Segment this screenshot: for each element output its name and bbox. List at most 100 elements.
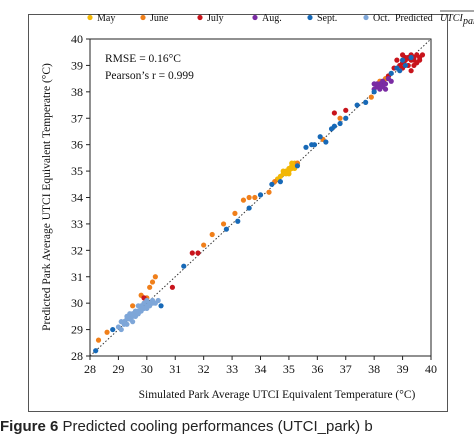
x-tick-label: 38 xyxy=(368,362,380,376)
y-tick-label: 39 xyxy=(71,58,83,72)
data-point-sept xyxy=(317,134,323,140)
data-point-sept xyxy=(269,181,275,187)
data-point-oct xyxy=(124,313,130,319)
data-point-oct xyxy=(130,319,136,325)
data-point-july xyxy=(419,52,426,58)
data-point-june xyxy=(368,94,374,100)
figure-caption: Figure 6 Predicted cooling performances … xyxy=(0,418,474,439)
data-point-july xyxy=(417,57,423,63)
rmse-annotation: RMSE = 0.16°C xyxy=(105,53,181,65)
x-tick-label: 36 xyxy=(311,362,323,376)
data-point-sept xyxy=(294,163,301,169)
data-point-sept xyxy=(363,99,369,105)
data-point-sept xyxy=(388,70,394,76)
legend-label-may: May xyxy=(97,13,115,24)
data-point-june xyxy=(130,303,136,309)
data-point-sept xyxy=(246,205,252,211)
x-tick-label: 34 xyxy=(255,362,267,376)
data-point-june xyxy=(266,189,272,195)
data-point-july xyxy=(399,52,406,58)
data-point-june xyxy=(252,194,258,201)
pearson-annotation: Pearson’s r = 0.999 xyxy=(105,70,194,82)
data-point-sept xyxy=(158,303,164,309)
y-tick-label: 31 xyxy=(71,270,83,284)
data-point-sept xyxy=(371,89,377,95)
data-point-june xyxy=(152,274,158,280)
data-point-june xyxy=(201,242,207,248)
legend-label-july: July xyxy=(207,13,224,24)
data-point-sept xyxy=(408,54,414,61)
data-point-june xyxy=(149,279,156,285)
y-tick-label: 34 xyxy=(71,191,83,205)
legend-marker-july xyxy=(197,14,203,21)
data-point-sept xyxy=(303,144,309,150)
data-point-sept xyxy=(394,65,400,71)
data-point-oct xyxy=(144,305,150,312)
data-point-june xyxy=(209,231,215,238)
data-point-oct xyxy=(155,297,161,304)
data-point-oct xyxy=(138,303,144,309)
data-point-june xyxy=(147,284,153,290)
data-point-aug xyxy=(377,86,383,92)
data-point-sept xyxy=(337,120,343,127)
data-point-aug xyxy=(388,78,394,84)
legend-predicted-label: Predicted xyxy=(395,13,433,24)
x-tick-label: 37 xyxy=(340,362,352,376)
data-point-aug xyxy=(380,78,386,84)
legend-utci-subscript: park xyxy=(462,16,474,27)
y-tick-label: 33 xyxy=(71,217,83,231)
x-tick-label: 31 xyxy=(169,362,181,376)
data-point-july xyxy=(189,250,195,256)
data-point-july xyxy=(195,250,201,256)
y-tick-label: 40 xyxy=(71,32,83,46)
y-tick-label: 35 xyxy=(71,164,83,178)
data-point-sept xyxy=(309,142,315,148)
data-point-sept xyxy=(354,102,360,108)
axes-layer xyxy=(86,38,432,360)
y-tick-label: 32 xyxy=(71,243,83,257)
legend-marker-may xyxy=(87,14,93,21)
data-point-july xyxy=(343,107,349,113)
y-tick-label: 36 xyxy=(71,138,83,152)
x-tick-label: 39 xyxy=(397,362,409,376)
data-point-june xyxy=(337,115,343,121)
data-point-oct xyxy=(124,321,130,327)
points-layer xyxy=(93,52,426,354)
data-point-june xyxy=(104,329,110,335)
y-tick-label: 37 xyxy=(71,111,83,125)
legend-utci-symbol: UTCI xyxy=(440,13,463,24)
figure-frame xyxy=(28,14,448,412)
data-point-sept xyxy=(235,218,241,224)
x-axis-title: Simulated Park Average UTCI Equivalent T… xyxy=(139,389,416,401)
x-tick-label: 30 xyxy=(141,362,153,376)
data-point-oct xyxy=(135,311,141,317)
reference-line xyxy=(89,38,432,357)
legend-marker-oct xyxy=(363,14,369,21)
data-point-sept xyxy=(257,192,264,198)
y-axis-title: Predicted Park Average UTCI Equivalent T… xyxy=(41,63,53,331)
x-tick-label: 29 xyxy=(112,362,124,376)
data-point-june xyxy=(246,194,252,201)
data-point-june xyxy=(220,221,227,227)
legend-label-sept: Sept. xyxy=(317,13,337,24)
data-point-sept xyxy=(343,115,349,121)
data-point-june xyxy=(232,210,238,216)
data-point-sept xyxy=(93,348,99,354)
x-tick-label: 28 xyxy=(84,362,96,376)
data-point-may xyxy=(280,171,286,177)
data-point-july xyxy=(394,57,400,63)
caption-figure-label: Figure 6 xyxy=(0,418,59,435)
y-tick-label: 29 xyxy=(71,323,83,337)
legend-label-june: June xyxy=(150,13,169,24)
y-tick-label: 28 xyxy=(71,349,83,363)
caption-text: Predicted cooling performances (UTCI_par… xyxy=(62,418,373,435)
data-point-oct xyxy=(118,326,124,333)
data-point-sept xyxy=(331,123,337,129)
data-point-july xyxy=(331,110,337,116)
y-tick-label: 38 xyxy=(71,85,83,99)
legend-label-aug: Aug. xyxy=(262,13,282,24)
data-point-june xyxy=(240,197,247,203)
data-point-sept xyxy=(223,226,229,232)
labels-layer: 28 29 30 31 32 33 34 35 36 37 38 39 40 28 29 30 31 32 33 34… xyxy=(71,32,437,376)
x-tick-label: 33 xyxy=(226,362,238,376)
